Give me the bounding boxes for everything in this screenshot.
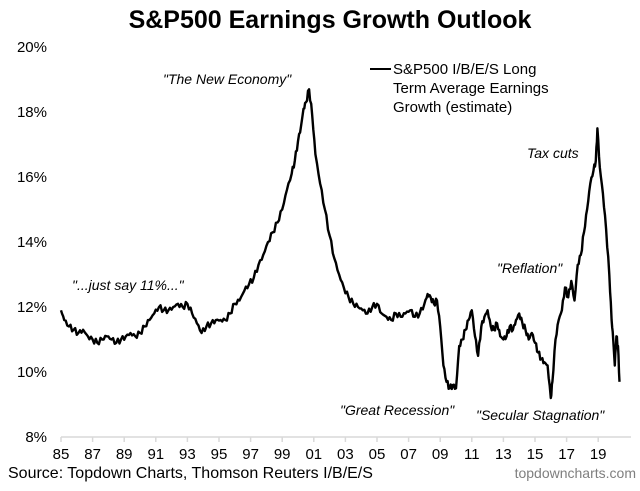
- x-axis-ticks: 85 87 89 91 93 95 97 99 01 03 05 07 09 11 13 15 17 19: [53, 446, 607, 463]
- y-tick-label: 12%: [17, 299, 47, 316]
- annotation-secular-stagnation: "Secular Stagnation": [476, 407, 605, 423]
- source-note: Source: Topdown Charts, Thomson Reuters …: [8, 465, 373, 482]
- x-tick-label: 05: [369, 446, 386, 463]
- y-tick-label: 8%: [25, 429, 47, 446]
- series-group: [59, 88, 621, 400]
- legend: S&P500 I/B/E/S Long Term Average Earning…: [370, 61, 549, 116]
- annotation-tax-cuts: Tax cuts: [527, 145, 579, 161]
- legend-line-2: Term Average Earnings: [393, 80, 549, 97]
- y-tick-label: 20%: [17, 39, 47, 56]
- x-tick-label: 97: [242, 446, 259, 463]
- y-tick-label: 18%: [17, 104, 47, 121]
- x-tick-label: 13: [495, 446, 512, 463]
- x-tick-label: 11: [464, 446, 480, 463]
- y-axis-ticks: 8% 10% 12% 14% 16% 18% 20%: [17, 39, 47, 446]
- x-tick-label: 17: [558, 446, 575, 463]
- annotation-great-recession: "Great Recession": [340, 402, 455, 418]
- x-tick-label: 01: [305, 446, 322, 463]
- annotation-reflation: "Reflation": [497, 260, 563, 276]
- legend-line-3: Growth (estimate): [393, 99, 512, 116]
- x-tick-label: 07: [400, 446, 417, 463]
- x-tick-label: 15: [527, 446, 544, 463]
- x-tick-label: 19: [590, 446, 607, 463]
- legend-line-1: S&P500 I/B/E/S Long: [393, 61, 536, 78]
- x-tick-label: 99: [274, 446, 291, 463]
- y-tick-label: 16%: [17, 169, 47, 186]
- annotations: "...just say 11%..." "The New Economy" "…: [72, 71, 605, 423]
- x-tick-label: 89: [116, 446, 133, 463]
- x-tick-label: 91: [147, 446, 164, 463]
- x-tick-label: 09: [432, 446, 449, 463]
- annotation-new-economy: "The New Economy": [163, 71, 292, 87]
- chart-title: S&P500 Earnings Growth Outlook: [129, 6, 532, 34]
- brand-watermark: topdowncharts.com: [515, 465, 636, 481]
- series-line-ibes-ltg: [59, 88, 621, 400]
- x-tick-label: 03: [337, 446, 354, 463]
- y-tick-label: 10%: [17, 364, 47, 381]
- x-tick-label: 85: [53, 446, 70, 463]
- x-tick-label: 87: [84, 446, 101, 463]
- x-axis: [60, 436, 631, 442]
- x-tick-label: 95: [211, 446, 228, 463]
- annotation-just-say-11: "...just say 11%...": [72, 277, 185, 293]
- y-tick-label: 14%: [17, 234, 47, 251]
- x-tick-label: 93: [179, 446, 196, 463]
